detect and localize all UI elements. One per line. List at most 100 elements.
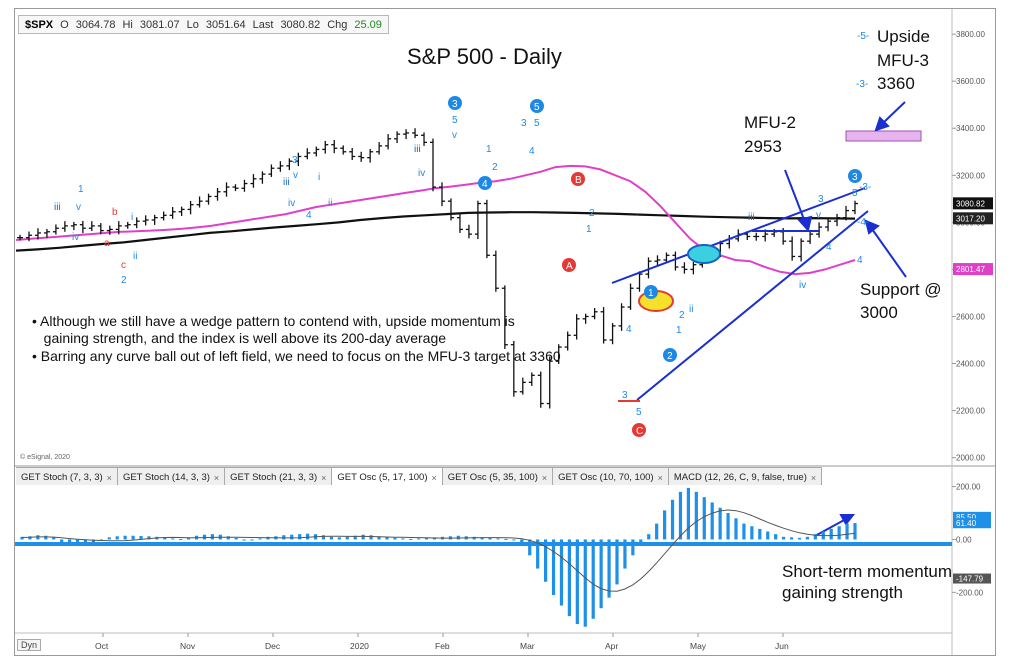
wave-label: C bbox=[636, 426, 643, 437]
osc-bar bbox=[647, 534, 651, 540]
close-icon[interactable]: × bbox=[106, 472, 112, 483]
wave-label: v bbox=[816, 210, 821, 221]
wave-label: -4- bbox=[857, 217, 869, 228]
osc-bar bbox=[242, 539, 246, 541]
indicator-tab-label: GET Stoch (7, 3, 3) bbox=[21, 472, 103, 483]
osc-bar bbox=[766, 531, 770, 540]
oscillator-histogram bbox=[20, 487, 857, 627]
osc-bar bbox=[401, 538, 405, 540]
wave-label: ii bbox=[328, 198, 332, 209]
chg-label: Chg bbox=[327, 18, 348, 31]
wedge-lower-line bbox=[636, 210, 869, 401]
indicator-tab[interactable]: GET Osc (10, 70, 100) × bbox=[553, 467, 669, 485]
osc-bar bbox=[329, 536, 333, 540]
osc-bar bbox=[425, 537, 429, 540]
close-icon[interactable]: × bbox=[213, 472, 220, 483]
indicator-tab[interactable]: GET Stoch (21, 3, 3) × bbox=[225, 467, 333, 485]
month-label: 2020 bbox=[350, 641, 369, 651]
close-icon[interactable]: × bbox=[541, 472, 548, 483]
osc-bar bbox=[250, 539, 254, 541]
osc-bar bbox=[337, 537, 341, 540]
osc-bar bbox=[813, 534, 817, 540]
close-icon[interactable]: × bbox=[657, 472, 663, 483]
osc-bar bbox=[361, 534, 365, 540]
indicator-tab[interactable]: GET Osc (5, 35, 100) × bbox=[442, 467, 554, 485]
wave-label: iv bbox=[799, 280, 806, 291]
osc-bar bbox=[797, 537, 802, 540]
wave-label: iii bbox=[414, 144, 421, 155]
wedge-upper-line bbox=[611, 187, 866, 284]
last-value: 3080.82 bbox=[280, 18, 321, 31]
osc-bar bbox=[829, 528, 833, 540]
wave-label: 1 bbox=[648, 288, 654, 299]
price-tag-label: 3080.82 bbox=[956, 199, 985, 208]
osc-bar bbox=[726, 513, 730, 540]
osc-bar bbox=[60, 539, 64, 543]
indicator-tab[interactable]: GET Stoch (7, 3, 3) × bbox=[16, 467, 118, 485]
osc-bar bbox=[226, 536, 230, 540]
osc-bar bbox=[107, 537, 111, 540]
osc-bar bbox=[393, 537, 397, 540]
osc-bar bbox=[417, 538, 421, 540]
price-tick-label: 2600.00 bbox=[956, 312, 985, 321]
dyn-button[interactable]: Dyn bbox=[17, 639, 42, 651]
osc-bar bbox=[171, 538, 175, 540]
osc-bar bbox=[20, 536, 24, 540]
wave-circle bbox=[530, 99, 544, 113]
wave-label: iii bbox=[283, 177, 290, 188]
osc-bar bbox=[655, 523, 659, 540]
osc-bar bbox=[282, 535, 286, 540]
osc-bar bbox=[409, 538, 413, 540]
osc-bar bbox=[528, 539, 532, 556]
wave-label: ii bbox=[689, 304, 693, 315]
close-icon[interactable]: × bbox=[431, 472, 437, 483]
month-label: Dec bbox=[265, 641, 281, 651]
wave-circle bbox=[663, 348, 677, 362]
close-icon[interactable]: × bbox=[321, 472, 327, 483]
osc-tag-label: 85.50 bbox=[956, 513, 977, 522]
osc-bar bbox=[28, 536, 32, 540]
wave-label: v bbox=[76, 202, 81, 213]
wave-label: 3 bbox=[818, 194, 824, 205]
close-icon[interactable]: × bbox=[810, 472, 817, 483]
osc-bar bbox=[678, 491, 683, 540]
low-label: Lo bbox=[186, 18, 199, 31]
price-tags: 3080.82 3017.20 2801.47 bbox=[953, 197, 993, 276]
osc-tag-label: -147.79 bbox=[956, 575, 984, 584]
osc-bar bbox=[377, 536, 381, 540]
osc-axis: 200.00 0.00 -200.00 bbox=[952, 483, 984, 597]
osc-bar bbox=[853, 523, 857, 540]
osc-bar bbox=[567, 539, 571, 617]
price-tick-label: 2000.00 bbox=[956, 454, 985, 463]
target-arrow bbox=[882, 101, 906, 124]
wave-label: 4 bbox=[306, 210, 312, 221]
price-bars bbox=[17, 128, 858, 409]
osc-signal-line bbox=[21, 509, 856, 592]
wave-circle bbox=[562, 258, 576, 272]
indicator-tab[interactable]: MACD (12, 26, C, 9, false, true) × bbox=[668, 467, 823, 485]
indicator-tab[interactable]: GET Osc (5, 17, 100) × bbox=[332, 467, 443, 485]
osc-bar bbox=[234, 537, 238, 540]
wave-label: 2 bbox=[589, 208, 595, 219]
mfu2-arrow bbox=[784, 169, 806, 223]
indicator-tab[interactable]: GET Stoch (14, 3, 3) × bbox=[117, 467, 226, 485]
wave-circle bbox=[478, 176, 492, 190]
osc-bar bbox=[298, 534, 302, 540]
osc-bar bbox=[789, 537, 794, 540]
osc-bar bbox=[512, 539, 516, 541]
month-label: Apr bbox=[605, 641, 618, 651]
osc-bar bbox=[575, 539, 579, 625]
price-tag-label: 3017.20 bbox=[956, 214, 985, 223]
support-value: 3000 bbox=[860, 303, 898, 322]
osc-tag-box bbox=[953, 518, 991, 529]
osc-bar bbox=[115, 536, 119, 540]
quote-bar: $SPX O 3064.78 Hi 3081.07 Lo 3051.64 Las… bbox=[18, 15, 389, 34]
wave-label: -3- bbox=[856, 79, 868, 90]
mfu3-label: MFU-3 bbox=[877, 51, 929, 70]
wave-label: i bbox=[318, 172, 320, 183]
price-tag-box bbox=[953, 263, 993, 276]
ma-50-line bbox=[15, 164, 856, 276]
high-value: 3081.07 bbox=[139, 18, 180, 31]
